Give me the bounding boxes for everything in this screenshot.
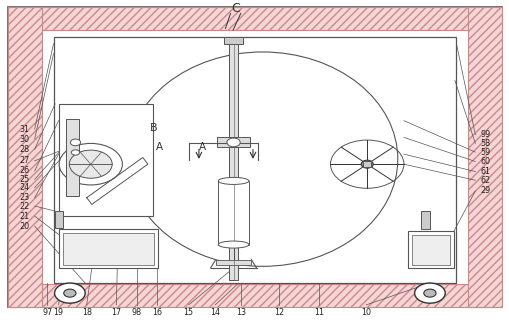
Text: 12: 12 bbox=[274, 308, 284, 317]
Bar bbox=[8, 7, 42, 307]
Text: 62: 62 bbox=[479, 176, 490, 185]
Bar bbox=[59, 229, 158, 268]
Bar bbox=[411, 234, 449, 265]
Circle shape bbox=[64, 289, 76, 297]
Bar bbox=[66, 119, 79, 196]
Text: 19: 19 bbox=[53, 308, 64, 317]
Text: 98: 98 bbox=[131, 308, 142, 317]
Circle shape bbox=[70, 139, 80, 146]
Text: 29: 29 bbox=[479, 187, 490, 195]
Circle shape bbox=[59, 143, 122, 185]
Bar bbox=[215, 260, 251, 265]
Text: 14: 14 bbox=[210, 308, 220, 317]
Circle shape bbox=[71, 150, 79, 155]
Text: 30: 30 bbox=[19, 135, 30, 144]
Bar bbox=[420, 211, 430, 229]
Bar bbox=[216, 137, 250, 147]
Text: 61: 61 bbox=[479, 167, 490, 176]
Bar bbox=[53, 37, 456, 283]
Bar bbox=[407, 231, 453, 268]
Text: 60: 60 bbox=[479, 157, 490, 166]
Bar bbox=[55, 211, 63, 228]
Text: 25: 25 bbox=[19, 175, 30, 184]
Text: 24: 24 bbox=[19, 183, 30, 192]
Text: 16: 16 bbox=[152, 308, 162, 317]
Text: 13: 13 bbox=[235, 308, 245, 317]
Text: 59: 59 bbox=[479, 148, 490, 157]
Text: 17: 17 bbox=[111, 308, 121, 317]
Bar bbox=[224, 37, 242, 44]
Text: 58: 58 bbox=[479, 139, 490, 148]
Circle shape bbox=[414, 283, 444, 303]
Circle shape bbox=[54, 283, 85, 303]
Bar bbox=[59, 104, 153, 216]
Text: 11: 11 bbox=[313, 308, 323, 317]
Text: A: A bbox=[199, 142, 206, 152]
Text: 27: 27 bbox=[19, 156, 30, 165]
Text: 26: 26 bbox=[19, 166, 30, 176]
Text: 23: 23 bbox=[19, 193, 30, 202]
Ellipse shape bbox=[218, 178, 248, 185]
Text: 20: 20 bbox=[19, 222, 30, 230]
Bar bbox=[8, 7, 501, 29]
Text: 18: 18 bbox=[81, 308, 92, 317]
Circle shape bbox=[227, 138, 240, 147]
Text: 28: 28 bbox=[19, 145, 30, 154]
Circle shape bbox=[360, 160, 373, 168]
Text: 97: 97 bbox=[42, 308, 52, 317]
Text: 10: 10 bbox=[360, 308, 371, 317]
Text: B: B bbox=[150, 123, 157, 133]
Bar bbox=[8, 7, 501, 307]
Bar bbox=[362, 161, 371, 167]
Circle shape bbox=[423, 289, 435, 297]
Text: 99: 99 bbox=[479, 130, 490, 139]
Text: A: A bbox=[156, 142, 163, 152]
Text: 22: 22 bbox=[19, 202, 30, 210]
Ellipse shape bbox=[218, 241, 248, 248]
Bar bbox=[8, 284, 501, 307]
Text: 15: 15 bbox=[183, 308, 193, 317]
Bar bbox=[63, 233, 154, 265]
Bar bbox=[229, 39, 237, 280]
Text: C: C bbox=[231, 2, 240, 15]
Bar bbox=[218, 181, 248, 245]
Text: 21: 21 bbox=[19, 212, 30, 220]
Circle shape bbox=[69, 150, 112, 178]
Text: 31: 31 bbox=[19, 125, 30, 134]
Bar bbox=[467, 7, 501, 307]
